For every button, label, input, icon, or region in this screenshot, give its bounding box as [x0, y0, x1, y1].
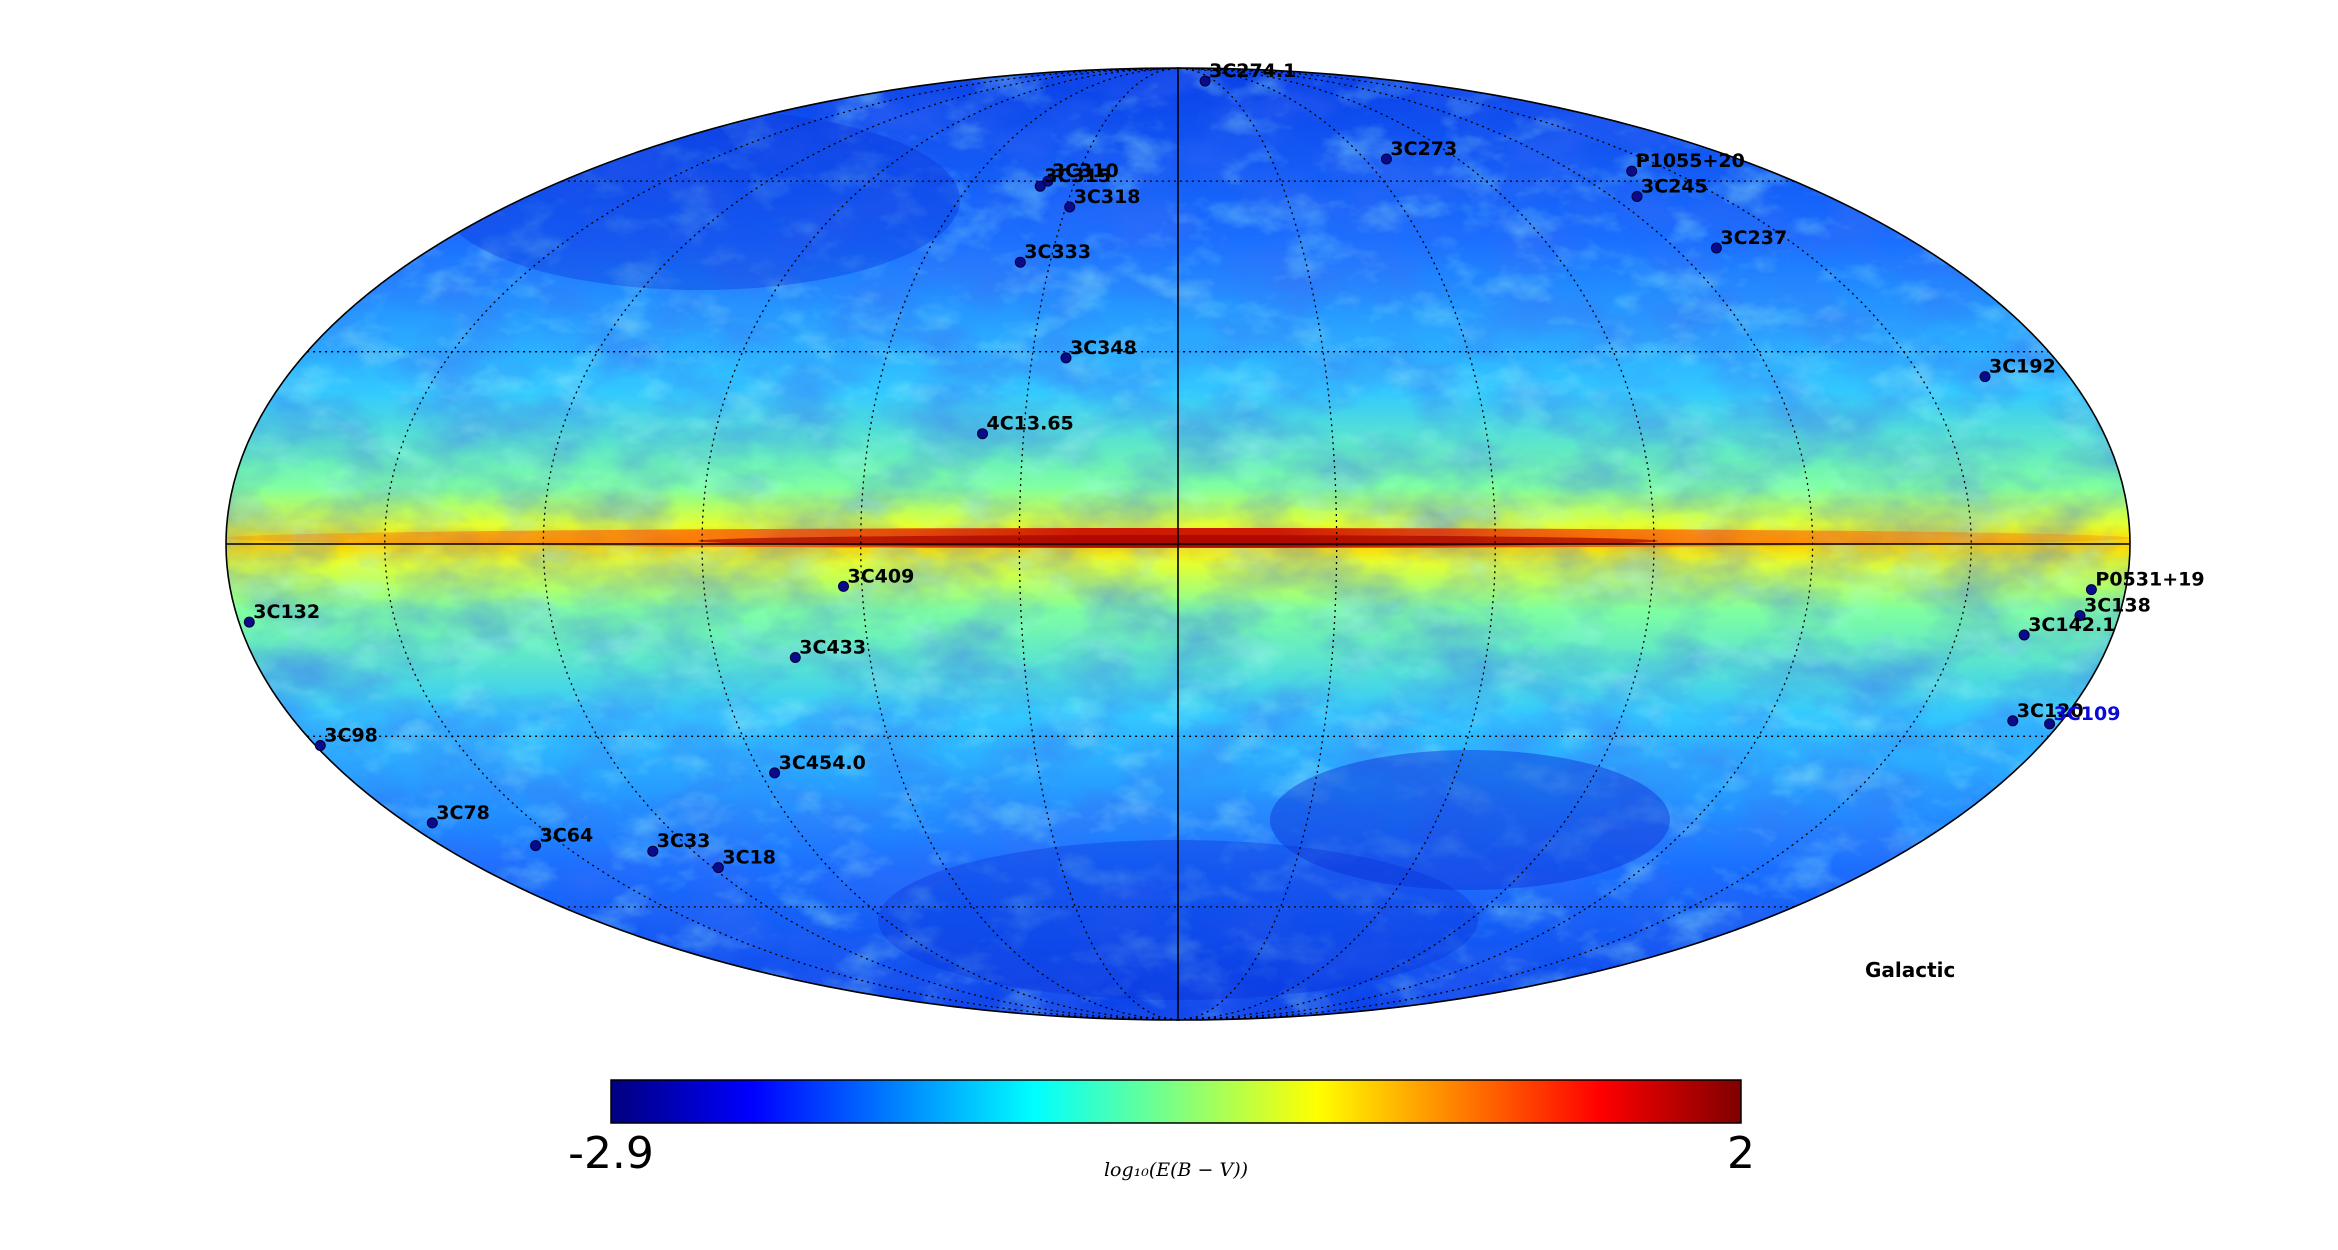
- source-3c98: 3C98: [314, 725, 378, 751]
- colorbar-max-label: 2: [1727, 1128, 1755, 1179]
- source-3c315: 3C315: [1034, 165, 1111, 192]
- source-marker: [838, 580, 849, 592]
- source-3c237: 3C237: [1710, 227, 1787, 254]
- source-marker: [769, 767, 781, 779]
- source-3c18: 3C18: [712, 847, 776, 874]
- source-marker: [1626, 165, 1638, 177]
- source-label: 3C78: [436, 802, 490, 824]
- source-marker: [647, 845, 659, 857]
- source-label: 3C142.1: [2028, 614, 2115, 636]
- source-marker: [530, 840, 542, 852]
- source-label: 3C454.0: [779, 752, 866, 774]
- source-label: 3C315: [1044, 165, 1111, 187]
- source-marker: [712, 862, 724, 874]
- source-label: 3C132: [253, 601, 320, 623]
- source-label: 3C237: [1720, 227, 1787, 249]
- source-marker: [314, 740, 326, 751]
- source-marker: [977, 428, 988, 440]
- source-label: 3C273: [1390, 138, 1457, 160]
- source-3c142-1: 3C142.1: [2018, 614, 2115, 641]
- source-marker: [789, 652, 801, 663]
- source-3c120: 3C120: [2007, 700, 2084, 727]
- source-marker: [2007, 715, 2019, 727]
- source-3c273: 3C273: [1380, 138, 1457, 165]
- source-marker: [1710, 242, 1722, 254]
- source-marker: [1631, 191, 1643, 202]
- source-3c333: 3C333: [1014, 241, 1091, 268]
- source-3c454-0: 3C454.0: [769, 752, 866, 779]
- source-label: P0531+19: [2095, 569, 2204, 591]
- source-marker: [243, 616, 255, 628]
- colorbar-min-label: -2.9: [568, 1128, 654, 1179]
- source-label: 3C18: [722, 847, 776, 869]
- source-marker: [1034, 180, 1046, 192]
- graticule-meridian: [1177, 67, 1496, 1021]
- graticule-meridian: [860, 67, 1179, 1021]
- source-marker: [1199, 75, 1211, 87]
- source-3c348: 3C348: [1060, 337, 1137, 364]
- coordinate-frame-label: Galactic: [1865, 958, 1955, 982]
- source-3c132: 3C132: [243, 601, 320, 628]
- source-markers: 3C274.1 3C273 P1055+20 3C245 3C237 3C192 3C310…: [243, 60, 2205, 874]
- source-label: 4C13.65: [987, 413, 1074, 435]
- source-label: 3C120: [2017, 700, 2084, 722]
- source-label: 3C348: [1070, 337, 1137, 359]
- source-marker: [2085, 584, 2097, 596]
- source-label: 3C33: [657, 830, 711, 852]
- source-marker: [2018, 629, 2030, 641]
- source-marker: [1042, 175, 1054, 187]
- source-label: 3C318: [1074, 186, 1141, 208]
- source-marker: [1979, 371, 1991, 383]
- source-3c310: 3C310: [1042, 160, 1119, 187]
- source-label: 3C409: [848, 565, 915, 587]
- source-label: 3C274.1: [1209, 60, 1296, 82]
- source-3c433: 3C433: [789, 637, 866, 663]
- source-p1055-20: P1055+20: [1626, 150, 1745, 177]
- source-marker: [2044, 718, 2056, 730]
- source-4c13-65: 4C13.65: [977, 413, 1074, 440]
- map-outline: [225, 67, 2131, 1021]
- source-label: 3C333: [1024, 241, 1091, 263]
- source-label: 3C138: [2084, 595, 2151, 617]
- source-label: 3C310: [1052, 160, 1119, 182]
- source-marker: [1060, 352, 1072, 364]
- source-marker: [1064, 201, 1076, 213]
- source-label: 3C245: [1641, 176, 1708, 198]
- source-marker: [1014, 256, 1026, 268]
- source-3c64: 3C64: [530, 825, 594, 852]
- source-label: 3C192: [1989, 356, 2056, 378]
- colorbar-gradient: [610, 1079, 1742, 1124]
- source-marker: [1380, 153, 1392, 165]
- source-3c409: 3C409: [838, 565, 915, 592]
- source-3c138: 3C138: [2074, 595, 2151, 622]
- source-3c109: 3C109: [2044, 703, 2121, 730]
- source-3c33: 3C33: [647, 830, 711, 857]
- source-3c78: 3C78: [426, 802, 490, 829]
- source-label: P1055+20: [1636, 150, 1745, 172]
- source-label: 3C64: [540, 825, 594, 847]
- colorbar: -2.9 2 log₁₀(E(B − V)): [568, 1079, 1755, 1181]
- source-p0531-19: P0531+19: [2085, 569, 2205, 596]
- source-label: 3C98: [324, 725, 378, 747]
- source-marker: [2074, 610, 2086, 622]
- source-3c192: 3C192: [1979, 356, 2056, 383]
- source-label: 3C433: [799, 637, 866, 659]
- source-3c318: 3C318: [1064, 186, 1141, 213]
- source-3c274-1: 3C274.1: [1199, 60, 1296, 87]
- colorbar-title: log₁₀(E(B − V)): [1104, 1159, 1248, 1181]
- source-label: 3C109: [2054, 703, 2121, 725]
- source-3c245: 3C245: [1631, 176, 1708, 202]
- source-marker: [426, 817, 438, 829]
